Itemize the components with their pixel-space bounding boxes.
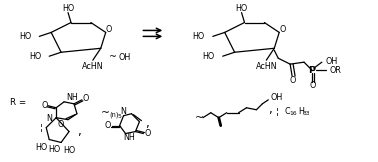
Text: ~: ~	[101, 108, 110, 118]
Text: OH: OH	[326, 57, 338, 66]
Text: O: O	[144, 129, 150, 138]
Text: 16: 16	[289, 111, 297, 116]
Text: OR: OR	[330, 66, 342, 75]
Text: C: C	[284, 107, 290, 116]
Text: O: O	[105, 25, 112, 34]
Text: HO: HO	[48, 145, 60, 154]
Text: N: N	[46, 114, 52, 123]
Text: HO: HO	[193, 32, 205, 41]
Text: 5: 5	[118, 114, 122, 119]
Text: HO: HO	[35, 143, 47, 152]
Text: ,: ,	[146, 117, 149, 130]
Text: O: O	[104, 121, 111, 130]
Text: ,: ,	[77, 125, 81, 138]
Text: ¦: ¦	[40, 123, 43, 132]
Text: O: O	[279, 25, 285, 34]
Text: OH: OH	[270, 93, 282, 102]
Text: O: O	[58, 120, 64, 129]
Text: HO: HO	[63, 146, 75, 155]
Text: O: O	[290, 75, 296, 85]
Text: O: O	[41, 101, 48, 110]
Text: O: O	[310, 81, 316, 90]
Text: OH: OH	[119, 53, 131, 62]
Text: NH: NH	[124, 133, 135, 142]
Text: AcHN: AcHN	[256, 62, 277, 71]
Text: ~: ~	[195, 113, 204, 123]
Text: N: N	[121, 107, 127, 116]
Text: HO: HO	[62, 4, 74, 13]
Text: ~: ~	[109, 52, 117, 61]
Text: HO: HO	[29, 52, 41, 61]
Text: ¦: ¦	[276, 107, 279, 116]
Text: P: P	[308, 66, 315, 75]
Text: HO: HO	[19, 32, 31, 41]
Text: AcHN: AcHN	[82, 62, 104, 71]
Text: HO: HO	[235, 4, 248, 13]
Text: R =: R =	[9, 98, 26, 107]
Text: HO: HO	[203, 52, 215, 61]
Text: 33: 33	[303, 111, 310, 116]
Text: ,: ,	[268, 103, 272, 116]
Text: (n): (n)	[109, 111, 118, 118]
Text: H: H	[298, 107, 304, 116]
Text: O: O	[83, 94, 89, 103]
Text: NH: NH	[66, 93, 78, 102]
